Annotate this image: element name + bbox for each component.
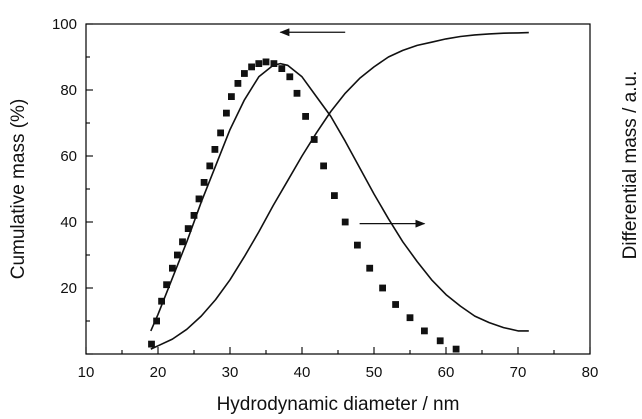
series-0-point: [153, 317, 160, 325]
x-tick-label: 80: [582, 364, 599, 381]
series-0-point: [190, 212, 198, 219]
series-0-point: [436, 337, 444, 345]
x-tick-label: 70: [510, 364, 527, 381]
series-0-point: [217, 129, 224, 137]
y-tick-label: 80: [60, 82, 77, 99]
series-0-point: [206, 162, 214, 170]
series-0-point: [248, 63, 255, 71]
series-layer: [148, 31, 529, 353]
series-0-point: [163, 281, 170, 289]
annotation-layer: [279, 28, 426, 228]
y2-axis-title: Differential mass / a.u.: [620, 71, 641, 260]
series-0-point: [320, 162, 327, 170]
series-0-point: [241, 70, 248, 77]
series-0-point: [184, 225, 192, 232]
x-tick-label: 30: [222, 364, 239, 381]
series-0-point: [406, 314, 414, 322]
series-1-line: [150, 62, 529, 332]
series-0-point: [270, 60, 278, 67]
y-tick-label: 20: [60, 280, 77, 297]
tick-label-group: 10 20 30 40 50 60 70 80 20 40 60 80 100: [52, 16, 598, 381]
series-0-point: [354, 241, 361, 249]
series-0-point: [379, 284, 386, 292]
series-0-point: [341, 218, 349, 226]
series-0-point: [174, 251, 181, 259]
y-axis-title: Cumulative mass (%): [8, 99, 29, 280]
y-tick-label: 60: [60, 148, 77, 165]
series-0-point: [195, 195, 203, 203]
series-0-point: [310, 136, 318, 143]
series-0-point: [200, 179, 208, 186]
series-0-point: [234, 80, 242, 87]
series-0-point: [255, 60, 263, 67]
series-0-point: [148, 340, 155, 348]
series-0-point: [331, 192, 338, 199]
series-0-point: [211, 146, 219, 153]
series-0-point: [179, 238, 186, 246]
series-0-point: [302, 113, 309, 120]
plot-frame: [85, 23, 591, 355]
series-0-point: [286, 73, 294, 81]
series-0-point: [169, 264, 176, 272]
series-0-point: [158, 297, 165, 305]
x-tick-label: 20: [150, 364, 167, 381]
series-0-point: [228, 93, 235, 100]
y-tick-label: 40: [60, 214, 77, 231]
x-tick-label: 40: [294, 364, 311, 381]
series-0-point: [278, 65, 286, 72]
series-0-point: [293, 89, 301, 97]
x-tick-label: 50: [366, 364, 383, 381]
x-tick-label: 60: [438, 364, 455, 381]
series-2-line: [150, 31, 529, 350]
series-0-point: [223, 109, 230, 117]
series-0-point: [262, 58, 270, 66]
y-tick-label: 100: [52, 16, 77, 33]
series-0-point: [366, 264, 374, 272]
series-0-point: [392, 301, 399, 308]
series-0-point: [452, 345, 460, 353]
x-tick-label: 10: [78, 364, 95, 381]
tick-group: [85, 23, 591, 355]
x-axis-title: Hydrodynamic diameter / nm: [217, 394, 460, 415]
series-0-point: [421, 327, 428, 335]
